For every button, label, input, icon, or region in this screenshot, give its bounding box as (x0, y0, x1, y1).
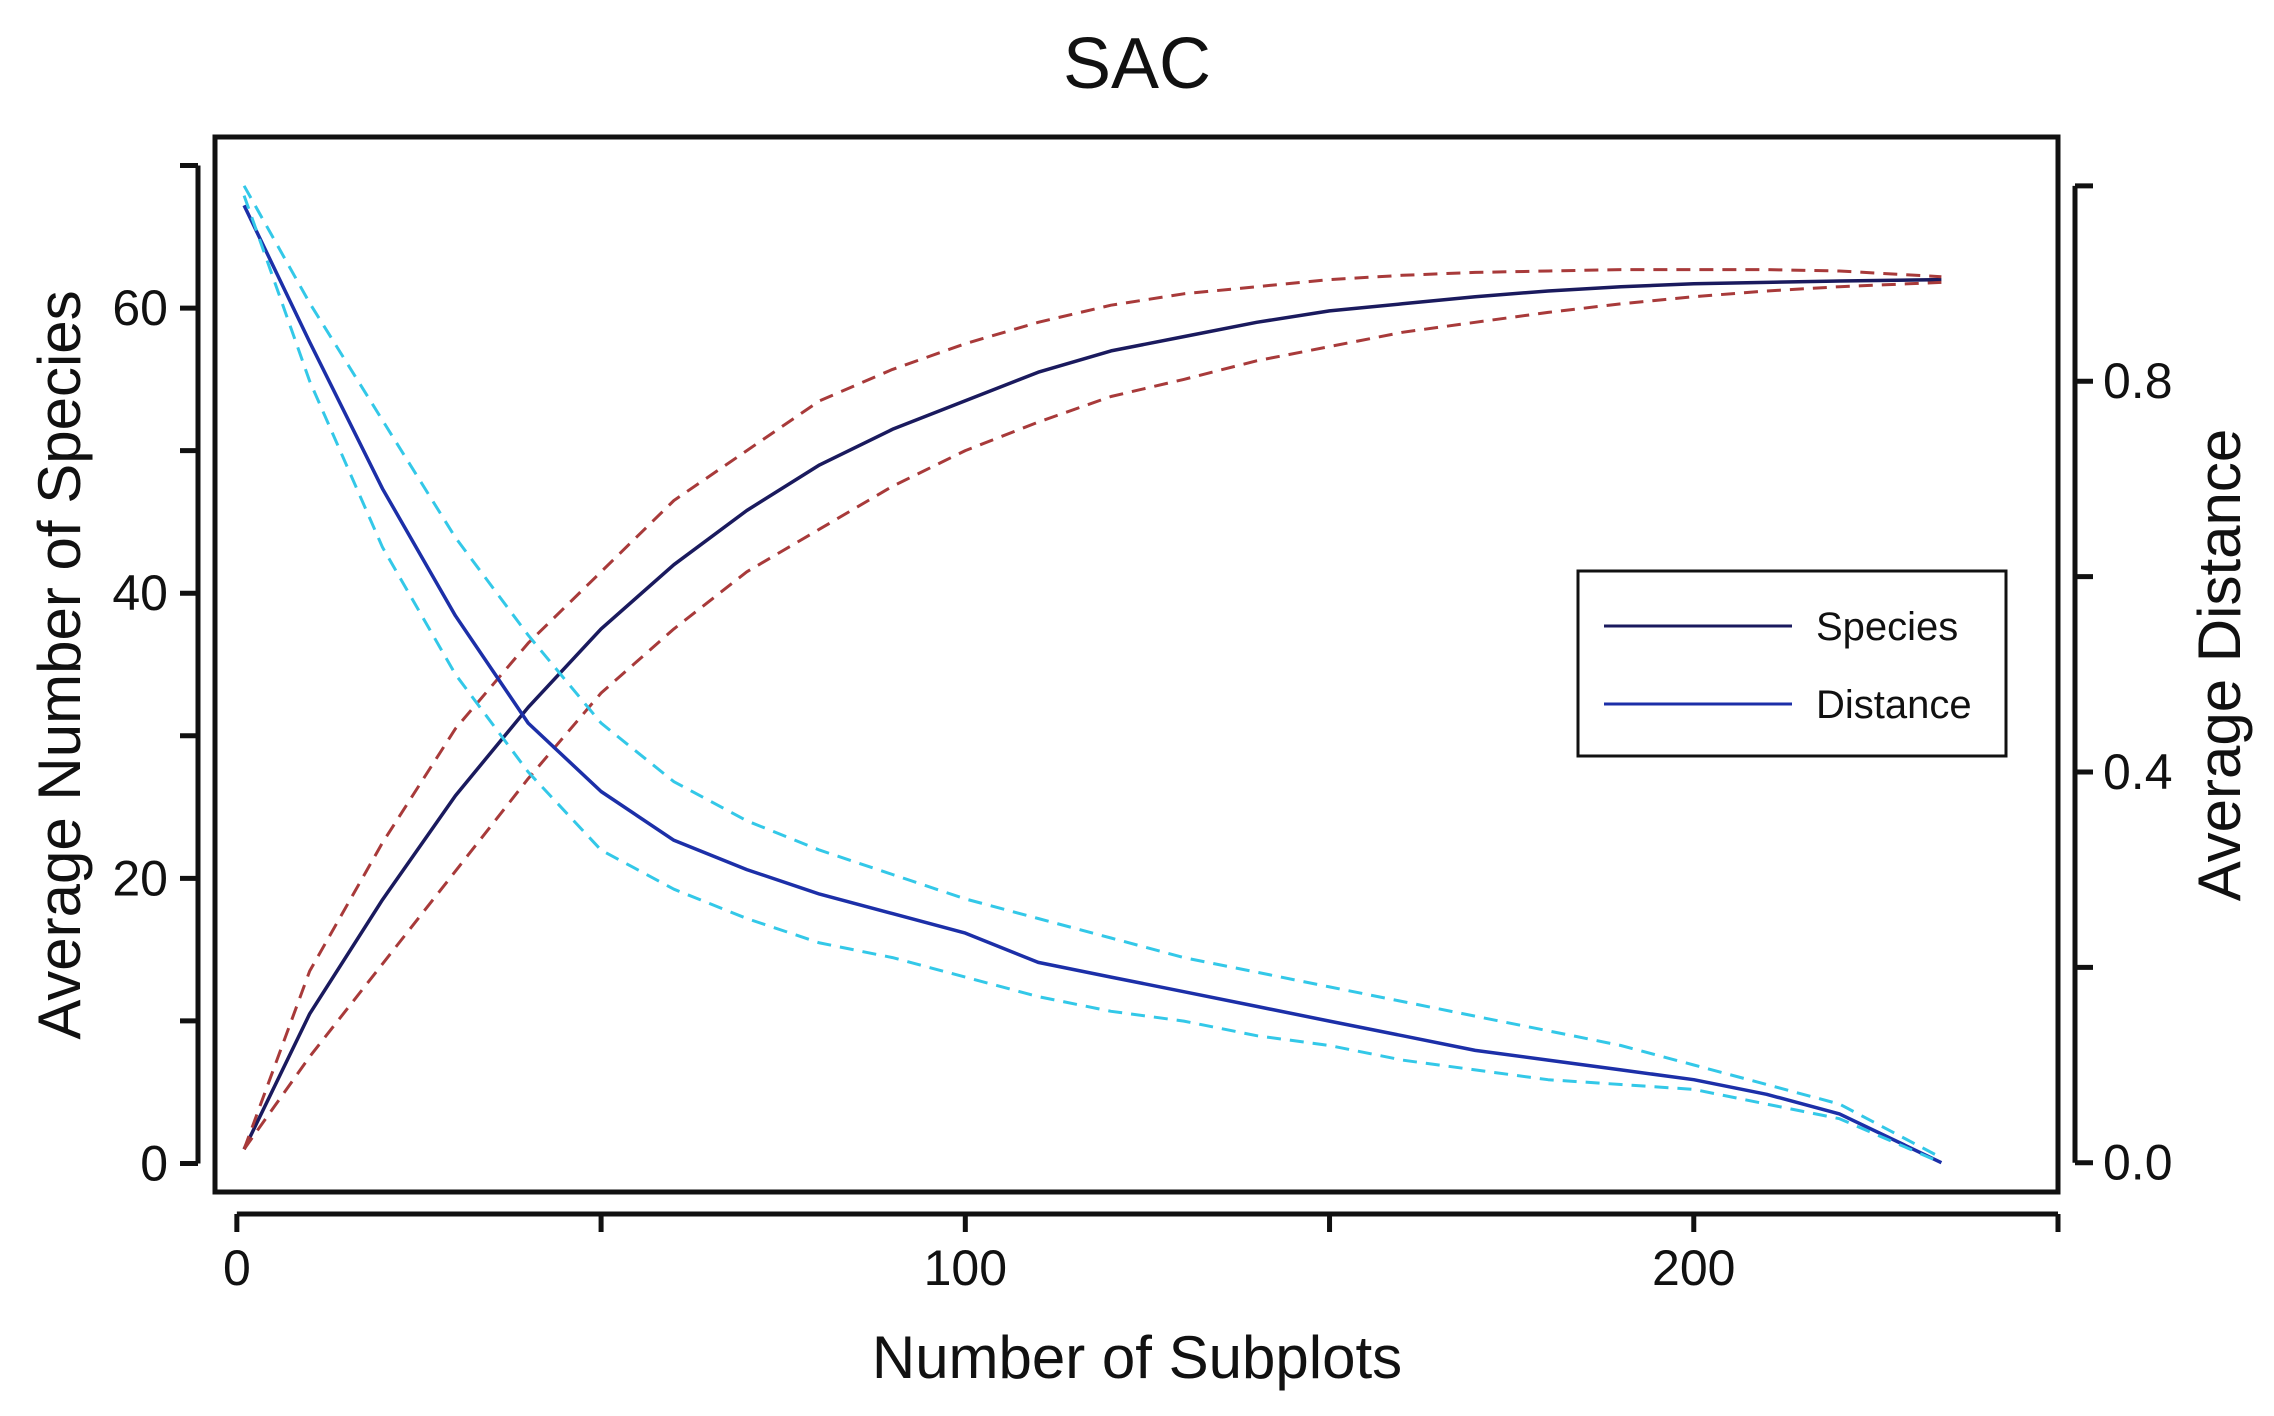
plot-frame (212, 134, 2061, 1195)
y-tick-label: 0 (140, 1135, 168, 1191)
series-line-distance-upper-bound (242, 185, 1943, 1160)
y-axis-right: 0.0 0.4 0.8 (2072, 183, 2173, 1191)
x-tick-label: 100 (924, 1240, 1007, 1296)
y2-axis-title: Average Distance (2186, 429, 2253, 902)
series-line-species-lower-bound (242, 280, 1942, 1151)
legend-label-distance: Distance (1816, 683, 1972, 727)
y-tick-label: 40 (112, 565, 168, 621)
legend-box (1576, 569, 2008, 758)
series-layer (242, 185, 1943, 1165)
series-line-species-upper-bound (242, 268, 1942, 1150)
legend: Species Distance (1576, 569, 2008, 758)
series-line-distance (242, 204, 1943, 1165)
x-tick-label: 200 (1652, 1240, 1735, 1296)
legend-label-species: Species (1816, 605, 1958, 649)
x-tick-label: 0 (223, 1240, 251, 1296)
y-tick-label: 60 (112, 280, 168, 336)
series-line-distance-lower-bound (242, 195, 1942, 1165)
y-axis-title: Average Number of Species (26, 290, 93, 1039)
y-tick-label: 20 (112, 850, 168, 906)
y2-tick-label: 0.0 (2103, 1135, 2173, 1191)
x-axis: 0 100 200 (223, 1211, 2061, 1296)
series-line-species (242, 277, 1942, 1150)
y2-tick-label: 0.4 (2103, 744, 2173, 800)
y2-tick-label: 0.8 (2103, 353, 2173, 409)
chart-title: SAC (1063, 24, 1211, 104)
y-axis-left: 0 20 40 60 (112, 163, 201, 1191)
x-axis-title: Number of Subplots (872, 1324, 1402, 1391)
